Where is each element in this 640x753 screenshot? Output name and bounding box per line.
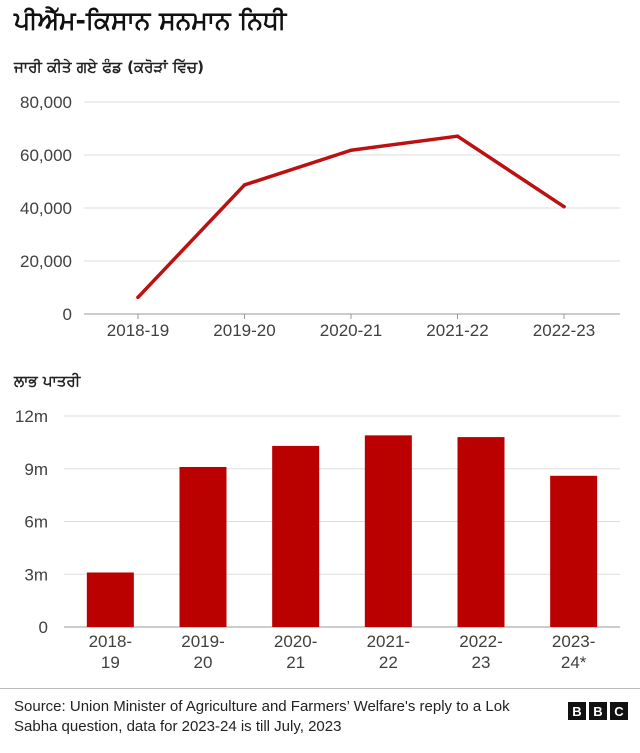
data-point xyxy=(455,134,460,138)
logo-letter: C xyxy=(610,702,628,720)
x-tick-label: 2020- xyxy=(274,632,317,651)
bar xyxy=(550,475,598,627)
bar-chart-subtitle: ਲਾਭ ਪਾਤਰੀ xyxy=(14,372,81,390)
data-point xyxy=(242,183,247,187)
x-tick-label: 2018-19 xyxy=(107,321,169,340)
bar xyxy=(272,445,320,627)
x-tick-label: 19 xyxy=(101,653,120,672)
chart-title: ਪੀਐੱਮ-ਕਿਸਾਨ ਸਨਮਾਨ ਨਿਧੀ xyxy=(14,6,287,35)
data-point xyxy=(349,148,353,152)
x-tick-label: 2021-22 xyxy=(426,321,488,340)
x-tick-label: 21 xyxy=(286,653,305,672)
y-tick-label: 3m xyxy=(24,565,48,584)
line-chart-subtitle: ਜਾਰੀ ਕੀਤੇ ਗਏ ਫੰਡ (ਕਰੋੜਾਂ ਵਿੱਚ) xyxy=(14,58,204,76)
source-note: Source: Union Minister of Agriculture an… xyxy=(14,698,510,735)
x-tick-label: 22 xyxy=(379,653,398,672)
y-tick-label: 40,000 xyxy=(20,199,72,218)
bar xyxy=(364,435,412,627)
x-tick-label: 2021- xyxy=(367,632,410,651)
footer-divider xyxy=(0,688,640,689)
bbc-logo: B B C xyxy=(568,702,628,720)
y-tick-label: 60,000 xyxy=(20,146,72,165)
y-tick-label: 6m xyxy=(24,513,48,532)
bar xyxy=(86,572,134,627)
x-tick-label: 2022- xyxy=(459,632,502,651)
data-point xyxy=(562,204,566,209)
data-point xyxy=(136,295,140,300)
y-tick-label: 9m xyxy=(24,460,48,479)
bar xyxy=(457,437,505,627)
y-tick-label: 12m xyxy=(15,407,48,426)
x-tick-label: 2022-23 xyxy=(533,321,595,340)
x-tick-label: 2018- xyxy=(89,632,132,651)
logo-letter: B xyxy=(568,702,586,720)
x-tick-label: 2019- xyxy=(181,632,224,651)
x-tick-label: 20 xyxy=(194,653,213,672)
x-tick-label: 24* xyxy=(561,653,587,672)
logo-letter: B xyxy=(589,702,607,720)
y-tick-label: 80,000 xyxy=(20,93,72,112)
x-tick-label: 23 xyxy=(472,653,491,672)
x-tick-label: 2020-21 xyxy=(320,321,382,340)
y-tick-label: 0 xyxy=(39,618,48,637)
funds-series-line xyxy=(136,134,566,300)
x-tick-label: 2019-20 xyxy=(213,321,275,340)
y-tick-label: 0 xyxy=(63,305,72,324)
x-tick-label: 2023- xyxy=(552,632,595,651)
y-tick-label: 20,000 xyxy=(20,252,72,271)
bar xyxy=(179,466,227,627)
